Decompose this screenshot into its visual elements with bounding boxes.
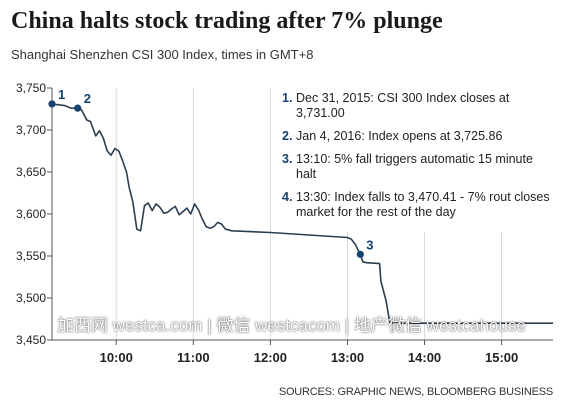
y-axis: 3,450 3,500 3,550 3,600 3,650 3,700 3,750 (16, 81, 53, 347)
event-marker-1 (48, 100, 56, 108)
y-tick-label: 3,450 (16, 333, 46, 347)
y-tick-label: 3,700 (16, 123, 46, 137)
y-tick-label: 3,550 (16, 249, 46, 263)
annotation-text: 13:10: 5% fall triggers automatic 15 min… (296, 152, 533, 181)
y-tick-label: 3,600 (16, 207, 46, 221)
annotation-item-4: 4. 13:30: Index falls to 3,470.41 - 7% r… (282, 190, 554, 220)
series-line (51, 103, 553, 325)
x-tick-label: 12:00 (254, 350, 287, 365)
annotation-item-3: 3. 13:10: 5% fall triggers automatic 15 … (282, 152, 554, 182)
markers-group: 1 2 3 (48, 87, 374, 258)
chart-title: China halts stock trading after 7% plung… (11, 8, 443, 34)
source-credit: SOURCES: GRAPHIC NEWS, BLOOMBERG BUSINES… (278, 386, 553, 398)
y-tick-label: 3,750 (16, 81, 46, 95)
annotation-text: Dec 31, 2015: CSI 300 Index closes at 3,… (296, 91, 510, 120)
watermark: 加西网 westca.com | 微信 westcacom | 地产微信 wes… (57, 316, 526, 335)
annotation-text: 13:30: Index falls to 3,470.41 - 7% rout… (296, 190, 550, 219)
event-marker-label-2: 2 (84, 91, 91, 106)
chart-subtitle: Shanghai Shenzhen CSI 300 Index, times i… (11, 47, 314, 62)
x-tick-label: 14:00 (408, 350, 441, 365)
annotation-number: 4. (282, 190, 293, 204)
annotation-number: 2. (282, 129, 293, 143)
y-tick-label: 3,500 (16, 291, 46, 305)
annotation-number: 1. (282, 91, 293, 105)
x-axis: 10:00 11:00 12:00 13:00 14:00 15:00 (52, 339, 553, 365)
x-tick-label: 13:00 (331, 350, 364, 365)
event-marker-label-1: 1 (58, 87, 65, 102)
event-marker-3 (356, 250, 364, 258)
annotation-item-2: 2. Jan 4, 2016: Index opens at 3,725.86 (282, 129, 554, 144)
series-group (51, 103, 553, 325)
x-tick-label: 11:00 (177, 350, 210, 365)
annotation-item-1: 1. Dec 31, 2015: CSI 300 Index closes at… (282, 91, 554, 121)
annotation-text: Jan 4, 2016: Index opens at 3,725.86 (296, 129, 503, 143)
y-tick-label: 3,650 (16, 165, 46, 179)
annotation-number: 3. (282, 152, 293, 166)
event-marker-label-3: 3 (366, 237, 373, 252)
annotation-box: 1. Dec 31, 2015: CSI 300 Index closes at… (272, 85, 560, 232)
x-tick-label: 15:00 (485, 350, 518, 365)
event-marker-2 (74, 104, 82, 112)
x-tick-label: 10:00 (100, 350, 133, 365)
